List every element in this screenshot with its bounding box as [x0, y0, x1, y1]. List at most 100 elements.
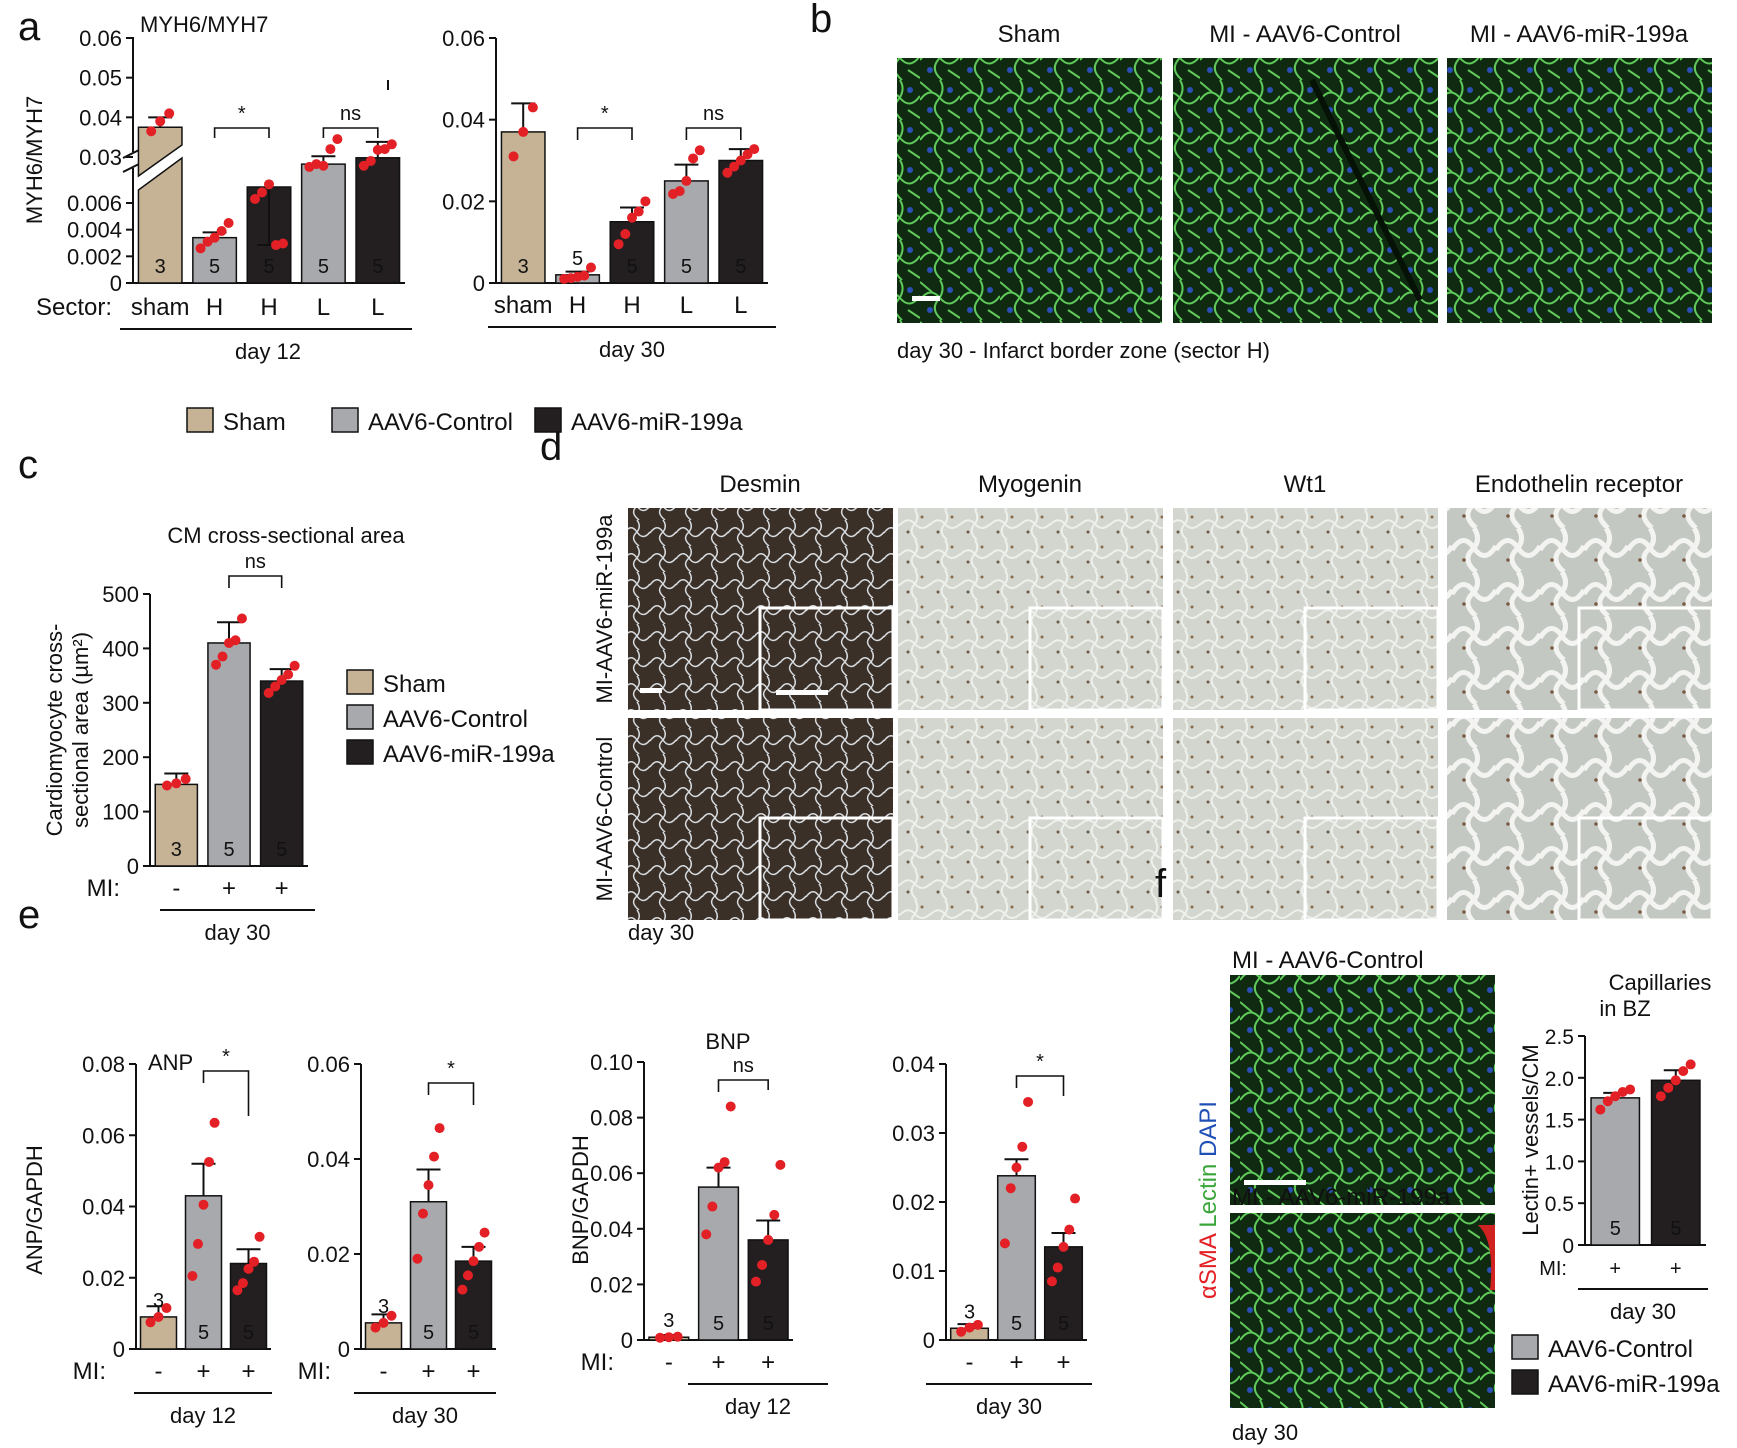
data-point — [1678, 1066, 1689, 1077]
category-label: + — [1670, 1258, 1682, 1280]
data-point — [1070, 1193, 1081, 1204]
stain-label-part: Lectin — [1195, 1164, 1222, 1235]
y-tick-label: 2.0 — [1545, 1068, 1574, 1091]
data-point — [180, 773, 191, 784]
significance-label: ns — [245, 551, 266, 573]
bar-a2-2 — [609, 221, 655, 284]
bar-c-1 — [207, 642, 251, 867]
significance-bracket: * — [427, 1058, 475, 1105]
category-label: - — [665, 1349, 673, 1376]
category-label: + — [222, 875, 236, 902]
y-tick-label: 0.04 — [892, 1052, 935, 1077]
n-label: 3 — [171, 839, 182, 861]
micrograph-f-1 — [1230, 1213, 1495, 1408]
x-axis-label: day 30 — [392, 1403, 458, 1428]
data-point — [434, 1123, 445, 1134]
category-label: sham — [494, 292, 553, 319]
category-label: + — [421, 1358, 435, 1385]
data-point — [1595, 1104, 1606, 1115]
data-point — [468, 1256, 479, 1267]
n-label: 5 — [423, 1322, 434, 1344]
data-point — [707, 1201, 718, 1212]
data-point — [423, 1180, 434, 1191]
data-point — [1046, 1276, 1057, 1287]
bracket-line — [202, 1070, 250, 1116]
x-axis-label: day 12 — [725, 1394, 791, 1419]
legend-label: Sham — [383, 671, 446, 698]
y-tick-label: 0.08 — [590, 1106, 633, 1131]
significance-label: ns — [340, 103, 361, 125]
y-tick-label: 0.02 — [590, 1272, 633, 1297]
data-point — [518, 126, 529, 137]
data-point — [318, 160, 329, 171]
data-point — [278, 238, 288, 249]
data-point — [379, 144, 390, 155]
data-point — [270, 681, 281, 692]
y-tick-label: 2.5 — [1545, 1026, 1574, 1049]
significance-label: ns — [733, 1055, 754, 1077]
category-label: H — [623, 292, 640, 319]
data-point — [146, 126, 157, 137]
data-point — [633, 206, 644, 217]
y-tick-label: 0.004 — [67, 218, 122, 243]
data-point — [725, 1101, 736, 1112]
y-tick-label: 0.03 — [892, 1121, 935, 1146]
legend-label: AAV6-miR-199a — [1548, 1371, 1720, 1398]
data-point — [479, 1227, 490, 1238]
data-point — [750, 1276, 761, 1287]
category-label: - — [155, 1358, 163, 1385]
category-label: + — [1609, 1258, 1621, 1280]
legend-label: AAV6-Control — [1548, 1336, 1693, 1363]
data-point — [620, 229, 631, 239]
data-point — [145, 1317, 156, 1328]
data-point — [161, 780, 172, 791]
significance-label: ns — [703, 103, 724, 125]
significance-bracket: ns — [717, 1055, 769, 1092]
column-title: Desmin — [719, 471, 800, 498]
legend-label: AAV6-Control — [368, 409, 513, 436]
category-label: H — [569, 292, 586, 319]
y-tick-label: 0.5 — [1545, 1193, 1574, 1216]
micrograph-title: MI - AAV6-miR-199a — [1232, 1184, 1451, 1211]
data-point — [232, 1285, 243, 1296]
category-label: - — [172, 875, 180, 902]
bracket-line — [576, 127, 633, 140]
data-point — [378, 1317, 389, 1328]
data-point — [429, 1151, 440, 1162]
panel-letter-f: f — [1155, 862, 1167, 906]
y-tick-label: 0.04 — [79, 105, 122, 130]
y-axis-label: BNP/GAPDH — [568, 1135, 593, 1265]
y-tick-label: 0.04 — [82, 1195, 125, 1220]
n-label: 5 — [1670, 1218, 1681, 1240]
data-point — [216, 226, 227, 236]
y-tick-label: 0 — [923, 1328, 935, 1353]
data-point — [198, 1199, 209, 1210]
scale-bar — [1244, 1180, 1306, 1185]
significance-bracket: * — [202, 1046, 250, 1116]
stain-label-part: αSMA — [1195, 1233, 1222, 1299]
legend-swatch — [186, 407, 214, 433]
bar-a1-4 — [355, 157, 401, 284]
scale-bar — [912, 296, 940, 301]
legend-label: AAV6-Control — [383, 706, 528, 733]
n-label: 5 — [372, 256, 383, 278]
y-tick-label: 0 — [338, 1337, 350, 1362]
chart-c: 0 100 200 300 400 500 3 5 5 - + + MI: day 30 ns CM cros… — [42, 523, 405, 945]
panel-letter-e: e — [18, 893, 40, 937]
stain-label: αSMA Lectin DAPI — [1195, 1101, 1222, 1299]
row-label: MI: — [298, 1358, 331, 1385]
data-point — [171, 778, 182, 789]
inset — [1303, 606, 1440, 712]
significance-label: * — [222, 1046, 230, 1068]
bracket-line — [228, 575, 283, 588]
n-label: 3 — [663, 1310, 674, 1332]
row-label: MI: — [581, 1349, 614, 1376]
significance-label: * — [238, 103, 246, 125]
n-label: 5 — [243, 1322, 254, 1344]
micrograph-b-0 — [897, 58, 1162, 323]
data-point — [462, 1270, 473, 1281]
legend-swatch — [534, 407, 562, 433]
data-point — [769, 1209, 780, 1220]
chart-title: ANP — [148, 1050, 193, 1075]
